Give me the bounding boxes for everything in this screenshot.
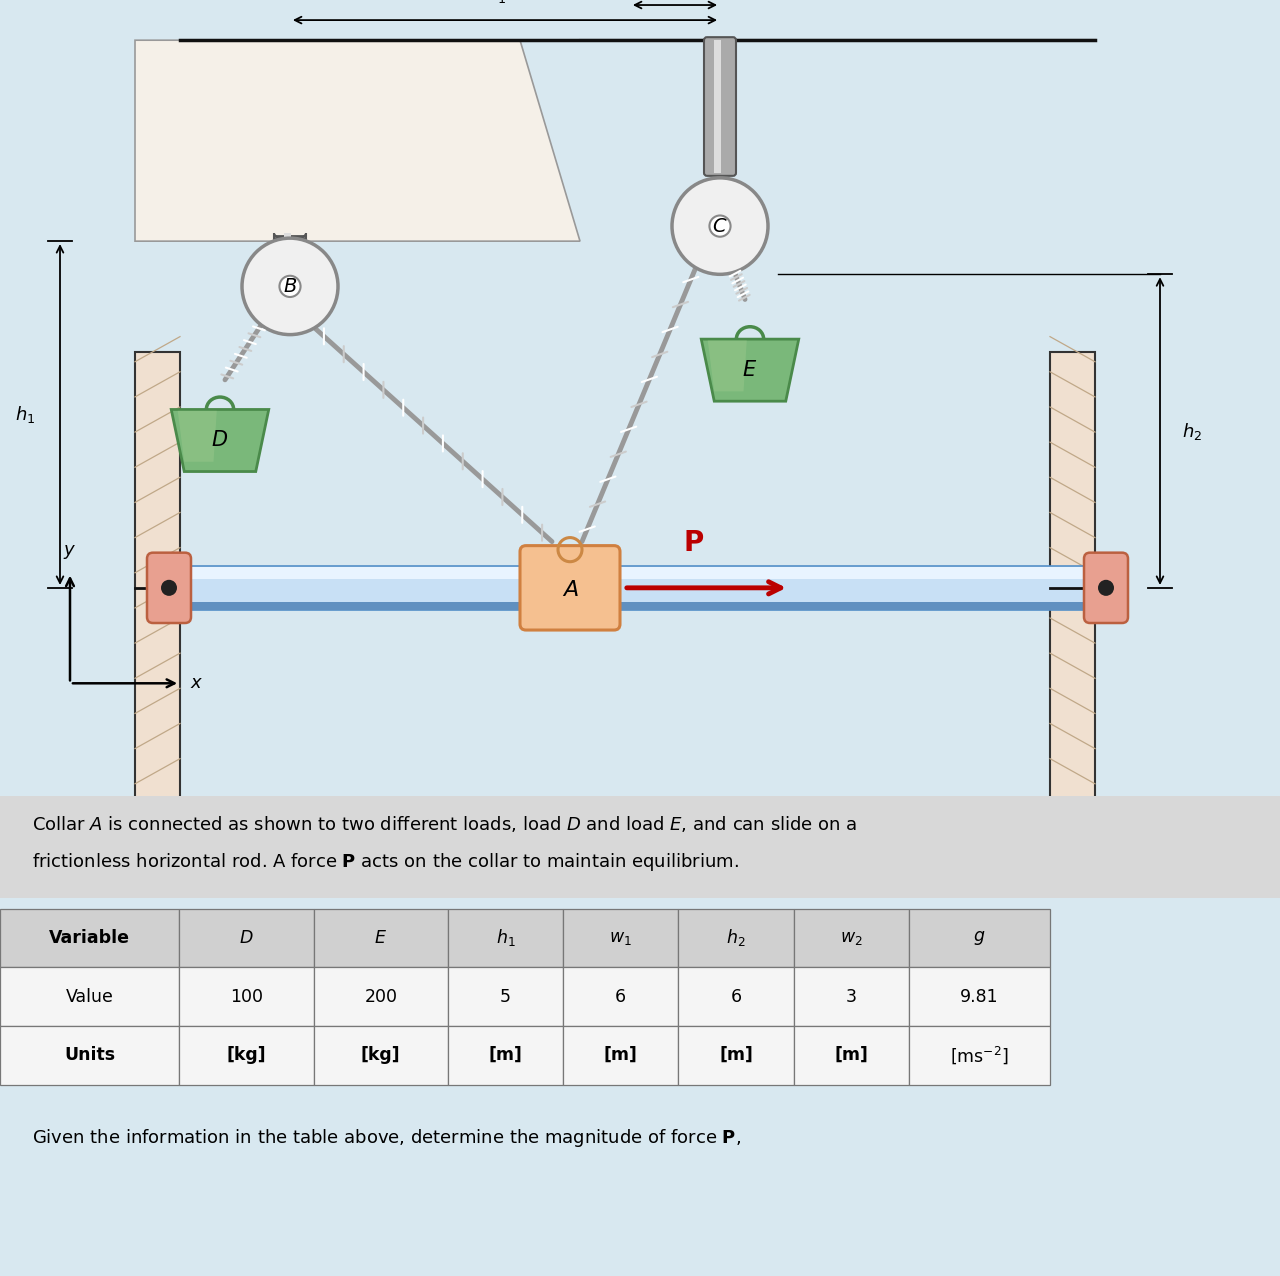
Polygon shape bbox=[178, 411, 216, 462]
FancyBboxPatch shape bbox=[274, 234, 306, 241]
Text: $w_1$: $w_1$ bbox=[609, 929, 632, 947]
Polygon shape bbox=[172, 410, 269, 472]
Text: Given the information in the table above, determine the magnitude of force $\mat: Given the information in the table above… bbox=[32, 1127, 741, 1150]
FancyBboxPatch shape bbox=[147, 553, 191, 623]
Text: $h_2$: $h_2$ bbox=[726, 928, 746, 948]
Text: 100: 100 bbox=[230, 988, 262, 1005]
Text: Value: Value bbox=[65, 988, 114, 1005]
Bar bbox=[179, 967, 314, 1026]
Bar bbox=[563, 1026, 678, 1085]
Text: $h_2$: $h_2$ bbox=[1181, 421, 1202, 441]
Bar bbox=[180, 565, 1094, 610]
FancyBboxPatch shape bbox=[704, 37, 736, 176]
Bar bbox=[563, 909, 678, 967]
Text: 6: 6 bbox=[731, 988, 741, 1005]
Text: 5: 5 bbox=[500, 988, 511, 1005]
Bar bbox=[314, 1026, 448, 1085]
Text: $[\mathrm{ms}^{-2}]$: $[\mathrm{ms}^{-2}]$ bbox=[950, 1045, 1009, 1065]
Bar bbox=[0, 967, 179, 1026]
Text: $\mathbf{P}$: $\mathbf{P}$ bbox=[684, 528, 704, 556]
Text: $y$: $y$ bbox=[63, 542, 77, 560]
Bar bbox=[448, 967, 563, 1026]
Text: frictionless horizontal rod. A force $\mathbf{P}$ acts on the collar to maintain: frictionless horizontal rod. A force $\m… bbox=[32, 851, 739, 873]
Bar bbox=[909, 1026, 1050, 1085]
Text: [kg]: [kg] bbox=[227, 1046, 266, 1064]
Circle shape bbox=[161, 579, 177, 596]
Bar bbox=[0, 909, 179, 967]
Text: $x$: $x$ bbox=[189, 674, 204, 693]
Bar bbox=[0, 796, 1280, 898]
Bar bbox=[794, 1026, 909, 1085]
FancyBboxPatch shape bbox=[1084, 553, 1128, 623]
Bar bbox=[448, 1026, 563, 1085]
Bar bbox=[909, 909, 1050, 967]
Bar bbox=[794, 967, 909, 1026]
Text: $h_1$: $h_1$ bbox=[14, 404, 35, 425]
Bar bbox=[179, 1026, 314, 1085]
FancyBboxPatch shape bbox=[520, 546, 620, 630]
Text: Variable: Variable bbox=[49, 929, 131, 947]
Bar bbox=[180, 602, 1094, 610]
Bar bbox=[678, 909, 794, 967]
Text: $E$: $E$ bbox=[742, 360, 758, 380]
Text: $C$: $C$ bbox=[712, 217, 728, 236]
Text: [m]: [m] bbox=[489, 1046, 522, 1064]
Text: 3: 3 bbox=[846, 988, 856, 1005]
Circle shape bbox=[709, 216, 731, 237]
Text: [m]: [m] bbox=[604, 1046, 637, 1064]
Bar bbox=[284, 234, 291, 241]
Text: 200: 200 bbox=[365, 988, 397, 1005]
Text: [kg]: [kg] bbox=[361, 1046, 401, 1064]
Text: $A$: $A$ bbox=[562, 579, 579, 600]
Text: 9.81: 9.81 bbox=[960, 988, 998, 1005]
Polygon shape bbox=[701, 339, 799, 401]
Text: [m]: [m] bbox=[719, 1046, 753, 1064]
Bar bbox=[134, 352, 180, 804]
Circle shape bbox=[1098, 579, 1114, 596]
Text: $D$: $D$ bbox=[211, 430, 229, 450]
Bar bbox=[314, 909, 448, 967]
Circle shape bbox=[279, 276, 301, 297]
Circle shape bbox=[242, 239, 338, 334]
Text: $E$: $E$ bbox=[374, 929, 388, 947]
Bar bbox=[180, 567, 1094, 579]
Bar bbox=[448, 909, 563, 967]
Bar bbox=[714, 40, 721, 172]
Text: [m]: [m] bbox=[835, 1046, 868, 1064]
Text: $D$: $D$ bbox=[239, 929, 253, 947]
Bar bbox=[794, 909, 909, 967]
Text: $w_2$: $w_2$ bbox=[840, 929, 863, 947]
Circle shape bbox=[672, 177, 768, 274]
Bar bbox=[314, 967, 448, 1026]
Bar bbox=[563, 967, 678, 1026]
Bar bbox=[179, 909, 314, 967]
Bar bbox=[1050, 352, 1094, 804]
Text: Units: Units bbox=[64, 1046, 115, 1064]
Text: 6: 6 bbox=[616, 988, 626, 1005]
Text: Collar $A$ is connected as shown to two different loads, load $D$ and load $E$, : Collar $A$ is connected as shown to two … bbox=[32, 814, 858, 835]
Bar bbox=[678, 967, 794, 1026]
Text: $h_1$: $h_1$ bbox=[495, 928, 516, 948]
Polygon shape bbox=[708, 341, 746, 392]
Text: $w_1$: $w_1$ bbox=[484, 0, 507, 5]
Bar bbox=[678, 1026, 794, 1085]
Polygon shape bbox=[134, 40, 580, 241]
Text: $B$: $B$ bbox=[283, 277, 297, 296]
Bar bbox=[909, 967, 1050, 1026]
Bar bbox=[0, 1026, 179, 1085]
Text: $g$: $g$ bbox=[973, 929, 986, 947]
